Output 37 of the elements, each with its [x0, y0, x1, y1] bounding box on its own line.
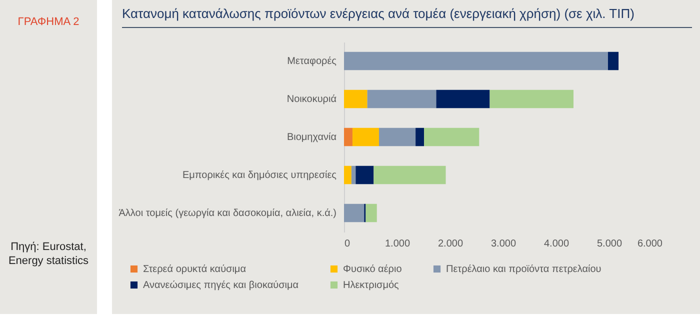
bar	[436, 90, 490, 108]
bar	[378, 128, 416, 146]
legend-label: Ανανεώσιμες πηγές και βιοκαύσιμα	[143, 280, 299, 291]
legend-label: Στερεά ορυκτά καύσιμα	[143, 264, 246, 275]
legend-label: Φυσικό αέριο	[343, 264, 402, 275]
y-tick-label: Εμπορικές και δημόσιες υπηρεσίες	[182, 170, 337, 181]
bar	[424, 128, 480, 146]
bar	[608, 52, 619, 70]
bar	[344, 166, 352, 184]
x-tick-label: 5.000	[596, 238, 622, 250]
bar	[344, 52, 608, 70]
bar	[344, 128, 352, 146]
y-tick-label: Νοικοκυριά	[286, 94, 337, 105]
x-tick-label: 2.000	[438, 238, 464, 250]
y-tick-label: Μεταφορές	[287, 56, 337, 67]
legend-label: Ηλεκτρισμός	[343, 280, 400, 291]
bar	[367, 90, 436, 108]
x-tick-label: 6.000	[637, 238, 663, 250]
bar	[490, 90, 574, 108]
text: Πηγή: Eurostat, Energy statistics	[7, 240, 90, 268]
x-tick-label: 1.000	[384, 238, 410, 250]
bar	[344, 90, 368, 108]
bar	[416, 128, 424, 146]
y-tick-label: Βιομηχανία	[286, 132, 337, 143]
legend-label: Πετρέλαιο και προϊόντα πετρελαίου	[446, 264, 602, 275]
bar	[374, 166, 446, 184]
bar	[352, 128, 379, 146]
x-tick-label: 4.000	[544, 238, 570, 250]
y-tick-label: Άλλοι τομείς (γεωργία και δασοκομία, αλιεία, κ.ά.)	[118, 208, 336, 219]
bar	[366, 204, 377, 222]
x-tick-label: 0	[344, 238, 350, 250]
bar	[356, 166, 374, 184]
bar	[344, 204, 364, 222]
chart-title: Κατανομή κατανάλωσης προϊόντων ενέργειας ανά τομέα (ενεργειακή χρήση) (σε χιλ. ΤΙΠ)	[122, 6, 692, 28]
text: ΓΡΑΦΗΜΑ 2	[16, 16, 80, 28]
bar	[351, 166, 356, 184]
x-tick-label: 3.000	[490, 238, 516, 250]
